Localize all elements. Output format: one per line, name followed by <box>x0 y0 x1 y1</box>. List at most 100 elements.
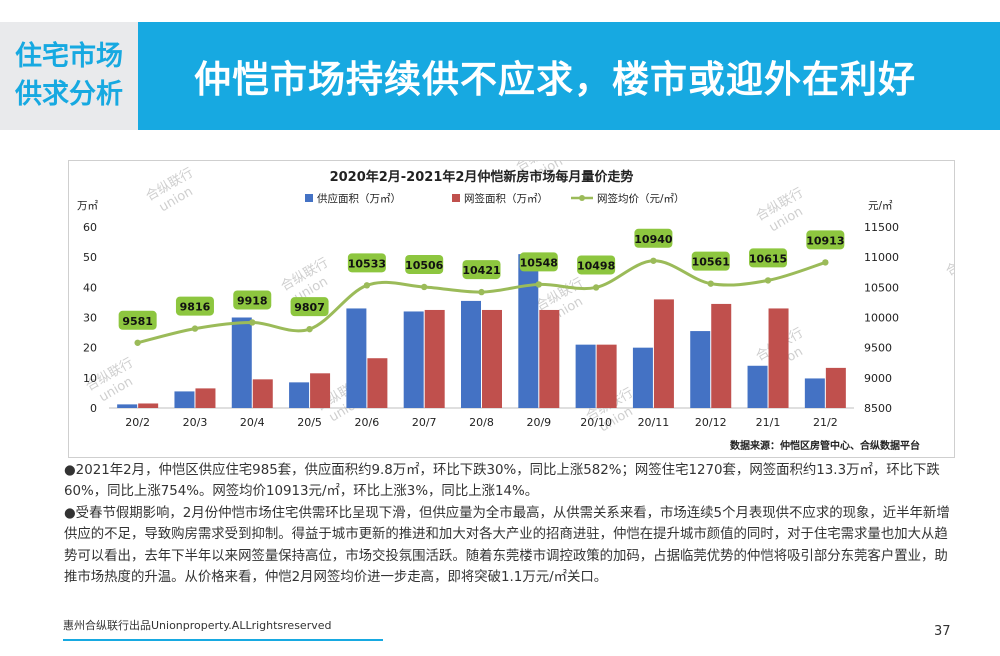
price-label-box <box>405 254 444 274</box>
bar <box>825 367 846 408</box>
price-label-box <box>118 310 157 330</box>
x-tick-label: 20/6 <box>355 416 380 429</box>
bar <box>174 391 195 408</box>
chart: 合纵联行union合纵联行union合纵联行union合纵联行union合纵联行… <box>77 161 955 452</box>
right-tick-label: 10500 <box>864 281 899 294</box>
bar <box>138 403 159 408</box>
price-label-box <box>175 296 214 316</box>
right-tick-label: 11000 <box>864 251 899 264</box>
left-tick-label: 0 <box>90 402 97 415</box>
right-tick-label: 9500 <box>864 342 892 355</box>
price-label-box <box>347 253 386 273</box>
price-label-box <box>519 252 558 272</box>
price-label-box <box>749 248 788 268</box>
price-label: 9918 <box>237 294 268 307</box>
bar <box>346 308 367 408</box>
right-axis-unit: 元/㎡ <box>868 200 893 212</box>
bar <box>289 382 310 408</box>
price-marker <box>822 259 829 266</box>
price-marker <box>191 325 199 332</box>
price-marker <box>707 280 714 287</box>
bar <box>403 311 424 408</box>
legend-label: 网签面积（万㎡） <box>464 192 548 205</box>
bar <box>252 379 273 408</box>
price-marker <box>764 277 772 284</box>
bar <box>690 331 711 408</box>
left-tick-label: 30 <box>83 312 97 325</box>
price-label: 9581 <box>122 315 153 328</box>
bar <box>653 299 674 408</box>
right-tick-label: 9000 <box>864 372 892 385</box>
x-tick-label: 20/9 <box>526 416 551 429</box>
price-label: 9816 <box>180 301 211 314</box>
title-banner: 仲恺市场持续供不应求，楼市或迎外在利好 <box>138 22 1000 130</box>
price-label: 10913 <box>806 234 844 247</box>
price-label: 9807 <box>294 301 325 314</box>
price-label-box <box>691 251 730 271</box>
price-label: 10533 <box>348 257 386 270</box>
left-tick-label: 10 <box>83 372 97 385</box>
price-label: 10615 <box>749 252 787 265</box>
price-label-box <box>290 297 329 317</box>
price-label-box <box>462 260 501 280</box>
chart-title: 2020年2月-2021年2月仲恺新房市场每月量价走势 <box>330 169 634 185</box>
bar <box>768 308 789 408</box>
bar <box>424 309 445 408</box>
legend-swatch <box>305 194 313 202</box>
legend-marker <box>579 195 585 201</box>
bar <box>575 344 596 408</box>
left-tick-label: 40 <box>83 281 97 294</box>
bar <box>747 365 768 408</box>
right-tick-label: 11500 <box>864 221 899 234</box>
right-tick-label: 10000 <box>864 312 899 325</box>
watermark-text-cn: 合纵联行 <box>944 240 955 279</box>
note-paragraph-2: ●受春节假期影响，2月份仲恺市场住宅供需环比呈现下滑，但供应量为全市最高，从供需… <box>64 505 950 586</box>
bar <box>195 388 216 408</box>
left-tick-label: 50 <box>83 251 97 264</box>
section-label: 住宅市场 供求分析 <box>15 41 123 110</box>
x-tick-label: 20/10 <box>580 416 612 429</box>
footer-divider <box>63 639 383 641</box>
legend-label: 供应面积（万㎡） <box>317 192 401 205</box>
price-marker <box>592 284 600 291</box>
section-label-box: 住宅市场 供求分析 <box>0 22 138 130</box>
price-marker <box>535 281 543 288</box>
price-label: 10561 <box>692 256 730 269</box>
legend-label: 网签均价（元/㎡） <box>597 192 685 205</box>
bar <box>518 254 539 408</box>
chart-frame: 合纵联行union合纵联行union合纵联行union合纵联行union合纵联行… <box>68 160 955 458</box>
price-marker <box>363 282 371 289</box>
bar <box>596 344 617 408</box>
price-label: 10506 <box>405 259 444 272</box>
price-label: 10548 <box>520 256 558 269</box>
price-label: 10940 <box>634 233 673 246</box>
legend-swatch <box>452 194 460 202</box>
x-tick-label: 21/1 <box>756 416 781 429</box>
price-marker <box>306 325 313 333</box>
price-label-box <box>634 228 673 248</box>
bar <box>804 378 825 408</box>
bar <box>117 404 138 408</box>
x-tick-label: 21/2 <box>813 416 838 429</box>
price-label-box <box>233 290 272 310</box>
x-tick-label: 20/2 <box>125 416 150 429</box>
price-label-box <box>577 255 616 275</box>
price-label: 10498 <box>577 259 615 272</box>
x-tick-label: 20/7 <box>412 416 437 429</box>
x-tick-label: 20/4 <box>240 416 265 429</box>
bar <box>482 309 502 408</box>
price-marker <box>650 257 657 264</box>
note-paragraph-1: ●2021年2月，仲恺区供应住宅985套，供应面积约9.8万㎡，环比下跌30%，… <box>64 463 940 500</box>
page-number: 37 <box>934 624 951 639</box>
bar <box>310 373 331 408</box>
price-label: 10421 <box>462 264 500 277</box>
notes: ●2021年2月，仲恺区供应住宅985套，供应面积约9.8万㎡，环比下跌30%，… <box>64 460 950 588</box>
x-tick-label: 20/11 <box>638 416 670 429</box>
footer-copyright: 惠州合纵联行出品Unionproperty.ALLrightsreserved <box>63 619 332 632</box>
x-tick-label: 20/3 <box>183 416 208 429</box>
bar <box>461 300 481 408</box>
x-tick-label: 20/5 <box>297 416 322 429</box>
left-tick-label: 20 <box>83 342 97 355</box>
x-tick-label: 20/8 <box>469 416 494 429</box>
right-tick-label: 8500 <box>864 402 892 415</box>
